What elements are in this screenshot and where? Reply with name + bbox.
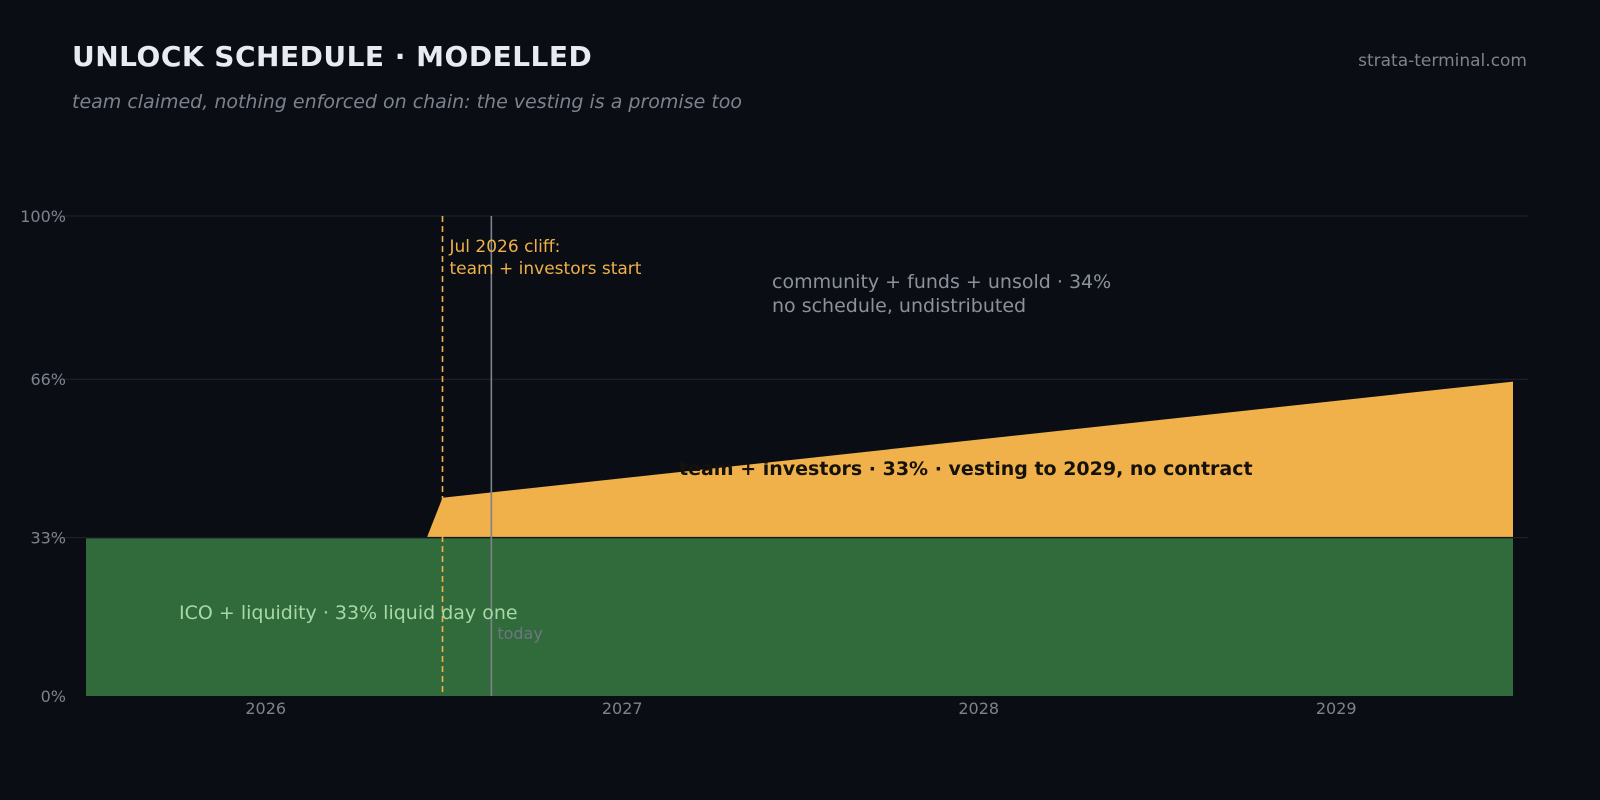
- x-tick-label: 2029: [1316, 699, 1357, 718]
- chart-title: UNLOCK SCHEDULE · MODELLED: [72, 40, 593, 73]
- y-tick-label: 100%: [20, 207, 66, 226]
- area-series: [86, 381, 1513, 696]
- annotation-community-line-2: no schedule, undistributed: [772, 295, 1026, 317]
- x-tick-label: 2027: [602, 699, 643, 718]
- annotation-community-line-1: community + funds + unsold · 34%: [772, 271, 1111, 293]
- x-tick-label: 2028: [958, 699, 999, 718]
- annotation-ico-liquidity: ICO + liquidity · 33% liquid day one: [179, 602, 518, 624]
- annotation-cliff-line-2: team + investors start: [450, 259, 642, 279]
- site-credit: strata-terminal.com: [1358, 51, 1527, 71]
- vertical-markers: [441, 216, 493, 696]
- y-tick-label: 66%: [30, 370, 66, 389]
- annotation-today: today: [497, 624, 543, 643]
- annotations: community + funds + unsold · 34% no sche…: [179, 237, 1253, 643]
- axis-ticks: 0% 33% 66% 100% 2026 2027 2028 2029: [20, 207, 1356, 718]
- y-tick-label: 33%: [30, 529, 66, 548]
- annotation-cliff-line-1: Jul 2026 cliff:: [449, 237, 561, 257]
- x-tick-label: 2026: [245, 699, 286, 718]
- chart-subtitle: team claimed, nothing enforced on chain:…: [72, 91, 743, 113]
- y-tick-label: 0%: [41, 687, 66, 706]
- annotation-team-investors: team + investors · 33% · vesting to 2029…: [679, 458, 1253, 480]
